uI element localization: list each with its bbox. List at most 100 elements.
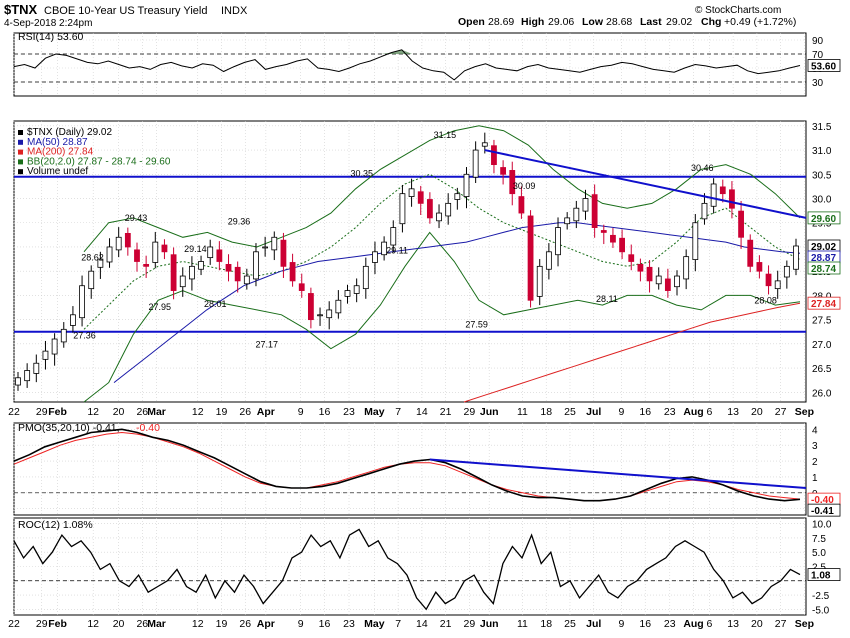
price-annotation: 30.09	[513, 181, 536, 191]
price-right-label-box	[807, 261, 841, 275]
legend-swatch	[18, 139, 23, 145]
price-tick-label: 31.0	[812, 146, 832, 157]
candle-body	[143, 264, 150, 267]
rsi-current-value: 53.60	[811, 61, 836, 72]
x-axis-middle-label: 12	[192, 406, 204, 418]
candle-body	[161, 244, 168, 253]
x-axis-bottom-label: 26	[136, 618, 148, 630]
roc-tick-label: -2.5	[812, 591, 830, 602]
roc-current-value-box	[807, 568, 841, 582]
x-axis-middle-label: Feb	[48, 406, 67, 418]
price-annotation: 31.15	[434, 130, 457, 140]
x-axis-middle-label: 11	[517, 406, 528, 418]
rsi-line	[13, 49, 801, 81]
pmo-value-box	[807, 503, 841, 517]
candle-body	[335, 299, 342, 314]
rsi-current-value-box	[807, 59, 841, 72]
ohlc-chg: +0.49 (+1.72%)	[724, 16, 796, 28]
candle-body	[710, 183, 717, 207]
rsi-legend: RSI(14) 53.60	[18, 31, 84, 43]
candle-body	[564, 217, 571, 225]
candle-body	[664, 278, 671, 291]
x-axis-bottom-label: 25	[564, 618, 576, 630]
x-axis-bottom-label: 27	[775, 618, 787, 630]
x-axis-bottom-label: 23	[343, 618, 355, 630]
x-axis-middle-label: 6	[706, 406, 712, 418]
price-right-label-box	[807, 211, 841, 225]
candle-body	[545, 251, 552, 270]
candle-body	[793, 245, 799, 270]
candle-body	[481, 142, 488, 147]
candle-body	[134, 249, 140, 262]
candle-body	[628, 254, 635, 262]
price-tick-label: 27.0	[812, 340, 832, 351]
x-axis-bottom-label: 21	[440, 618, 452, 630]
candle-body	[216, 249, 223, 262]
price-annotation: 27.36	[73, 330, 96, 340]
candle-body	[207, 246, 214, 259]
candle-body	[106, 246, 113, 263]
price-legend-item: $TNX (Daily) 29.02	[27, 127, 112, 138]
x-axis-bottom-label: 13	[727, 618, 739, 630]
candle-body	[179, 275, 186, 288]
x-axis-bottom-label: Feb	[48, 618, 67, 630]
price-legend-item: MA(50) 28.87	[27, 137, 88, 148]
pmo-legend: PMO(35,20,10) -0.41,	[18, 422, 120, 434]
candle-body	[271, 236, 278, 251]
x-axis-middle-label: Apr	[257, 406, 275, 418]
ohlc-high: 29.06	[548, 16, 574, 28]
candle-body	[655, 275, 662, 285]
header-exchange: INDX	[221, 5, 248, 17]
legend-swatch	[18, 169, 23, 175]
x-axis-bottom-label: 23	[664, 618, 676, 630]
x-axis-bottom-label: 11	[517, 618, 528, 630]
candle-body	[152, 241, 159, 263]
candle-body	[262, 246, 269, 249]
price-annotation: 28.01	[204, 299, 227, 309]
price-trendline	[484, 149, 807, 219]
x-axis-bottom-label: 6	[706, 618, 712, 630]
x-axis-middle-label: May	[364, 406, 385, 418]
x-axis-middle-label: 25	[564, 406, 576, 418]
legend-swatch	[18, 149, 23, 155]
price-tick-label: 30.5	[812, 170, 832, 181]
pmo-signal-value: -0.40	[811, 495, 834, 506]
x-axis-middle: 22 29 Feb 12 20 26 Mar 12 19 26 Apr 9 16 23 May 7 14 21 29…	[8, 406, 814, 418]
candle-body	[509, 170, 516, 195]
x-axis-bottom-label: 19	[216, 618, 228, 630]
ohlc-last-label: Last	[640, 16, 662, 28]
x-axis-middle-label: 13	[727, 406, 739, 418]
candle-body	[317, 314, 323, 317]
price-annotation: 27.95	[149, 302, 172, 312]
price-annotation: 28.11	[596, 294, 618, 304]
candle-body	[97, 258, 104, 268]
x-axis-middle-label: 26	[136, 406, 148, 418]
candle-body	[79, 285, 85, 319]
price-annotation: 29.11	[386, 246, 408, 256]
price-annotation: 28.62	[81, 252, 104, 262]
candle-body	[372, 251, 378, 263]
x-axis-middle-label: 23	[664, 406, 676, 418]
ohlc-last: 29.02	[666, 16, 692, 28]
ohlc-high-label: High	[521, 16, 544, 28]
pmo-value: -0.41	[811, 506, 834, 517]
price-annotation: 27.59	[465, 319, 488, 329]
candle-body	[408, 188, 415, 197]
candle-body	[463, 173, 470, 197]
roc-current-value: 1.08	[811, 571, 831, 582]
candle-body	[70, 314, 76, 326]
x-axis-bottom-label: 12	[192, 618, 204, 630]
candle-body	[774, 280, 781, 290]
x-axis-middle-label: 22	[8, 406, 20, 418]
x-axis-bottom-label: May	[364, 618, 385, 630]
price-annotation: 29.14	[184, 244, 207, 254]
price-right-label: 28.74	[811, 264, 836, 275]
price-panel: 31.531.030.530.029.529.028.528.027.527.0…	[13, 120, 841, 403]
candle-body	[591, 194, 598, 228]
x-axis-bottom-label: 9	[298, 618, 304, 630]
x-axis-middle-label: 9	[619, 406, 625, 418]
x-axis-middle-label: Sep	[795, 406, 814, 418]
x-axis-middle-label: 12	[87, 406, 99, 418]
pmo-trendline	[429, 458, 807, 490]
